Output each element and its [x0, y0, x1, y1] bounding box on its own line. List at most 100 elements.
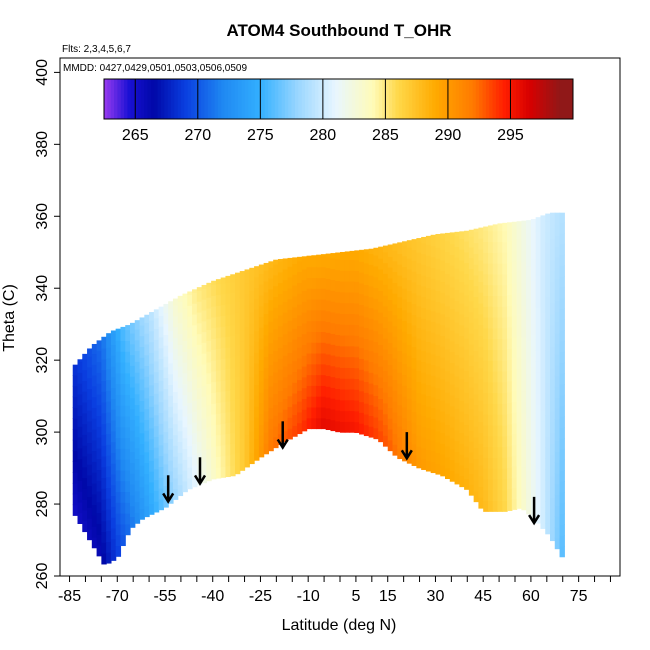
heat-cell [225, 303, 231, 316]
heat-cell [492, 414, 499, 426]
heat-cell [306, 277, 312, 289]
heat-cell [368, 296, 375, 309]
heat-cell [454, 235, 460, 247]
heat-cell [125, 480, 131, 493]
colorbar-segment [529, 79, 534, 119]
heat-cell [177, 333, 184, 345]
heat-cell [77, 361, 83, 373]
heat-cell [449, 254, 456, 266]
heat-cell [211, 370, 217, 383]
heat-cell [268, 277, 274, 290]
heat-cell [172, 445, 179, 457]
heat-cell [416, 402, 422, 415]
heat-cell [559, 427, 565, 439]
heat-cell [177, 484, 184, 497]
heat-cell [507, 424, 513, 436]
heat-cell [206, 405, 212, 417]
heat-cell [402, 428, 408, 440]
heat-cell [487, 457, 494, 469]
heat-cell [149, 449, 155, 461]
heat-cell [526, 459, 532, 472]
heat-cell [378, 366, 384, 378]
heat-cell [311, 342, 317, 354]
heat-cell [445, 241, 451, 253]
heat-cell [449, 308, 456, 320]
heat-cell [363, 349, 370, 361]
heat-cell [273, 436, 279, 449]
heat-cell [292, 382, 298, 394]
heat-cell [540, 280, 546, 292]
heat-cell [77, 393, 83, 406]
arrow-head [162, 492, 175, 504]
heat-cell [249, 323, 255, 335]
heat-cell [535, 296, 542, 308]
heat-cell [359, 250, 365, 262]
heat-cell [411, 346, 417, 359]
heat-cell [168, 416, 174, 429]
heat-cell [468, 229, 475, 237]
heat-cell [158, 315, 165, 327]
heat-cell [521, 250, 527, 263]
heat-cell [106, 509, 112, 521]
heat-cell [115, 545, 122, 557]
heat-cell [435, 258, 441, 270]
heat-cell [545, 339, 551, 351]
heat-cell [201, 439, 207, 451]
heat-cell [416, 456, 422, 469]
heat-cell [387, 353, 394, 365]
heat-cell [325, 375, 332, 387]
heat-cell [187, 348, 193, 360]
heat-cell [306, 396, 312, 408]
heat-cell [354, 378, 360, 390]
heat-cell [263, 356, 270, 368]
heat-cell [530, 485, 537, 497]
heat-cell [106, 476, 112, 489]
heat-cell [110, 330, 117, 335]
heat-cell [349, 356, 355, 368]
heat-cell [254, 309, 260, 321]
heat-cell [454, 311, 460, 323]
heat-cell [196, 311, 203, 324]
heat-cell [406, 376, 413, 389]
heat-cell [468, 473, 475, 485]
heat-cell [497, 370, 503, 383]
heat-cell [125, 361, 131, 374]
heat-cell [487, 230, 494, 243]
heat-cell [406, 355, 413, 367]
heat-cell [187, 434, 193, 447]
heat-cell [387, 256, 394, 268]
heat-cell [392, 325, 398, 337]
heat-cell [511, 487, 518, 500]
heat-cell [435, 333, 441, 346]
heat-cell [425, 427, 432, 440]
heat-cell [502, 381, 508, 394]
heat-cell [454, 419, 460, 431]
heat-cell [273, 361, 279, 373]
heat-cell [540, 517, 546, 529]
heat-cell [101, 336, 107, 338]
colorbar-segment [435, 79, 440, 119]
heat-cell [340, 399, 346, 412]
heat-cell [82, 520, 88, 533]
heat-cell [273, 259, 279, 265]
heat-cell [239, 351, 246, 363]
heat-cell [511, 466, 518, 478]
heat-cell [215, 279, 222, 285]
heat-cell [373, 416, 379, 429]
heat-cell [368, 248, 375, 255]
heat-cell [559, 351, 565, 364]
heat-cell [421, 415, 427, 427]
heat-cell [330, 387, 336, 399]
colorbar-segment [174, 79, 179, 119]
colorbar-segment [368, 79, 373, 119]
heat-cell [153, 350, 160, 362]
colorbar-segment [328, 79, 333, 119]
heat-cell [363, 359, 370, 372]
heat-cell [454, 246, 460, 258]
heat-cell [168, 438, 174, 450]
heat-cell [211, 424, 217, 437]
heat-cell [244, 294, 250, 306]
heat-cell [311, 352, 317, 365]
heat-cell [559, 545, 565, 558]
heat-cell [468, 354, 475, 367]
